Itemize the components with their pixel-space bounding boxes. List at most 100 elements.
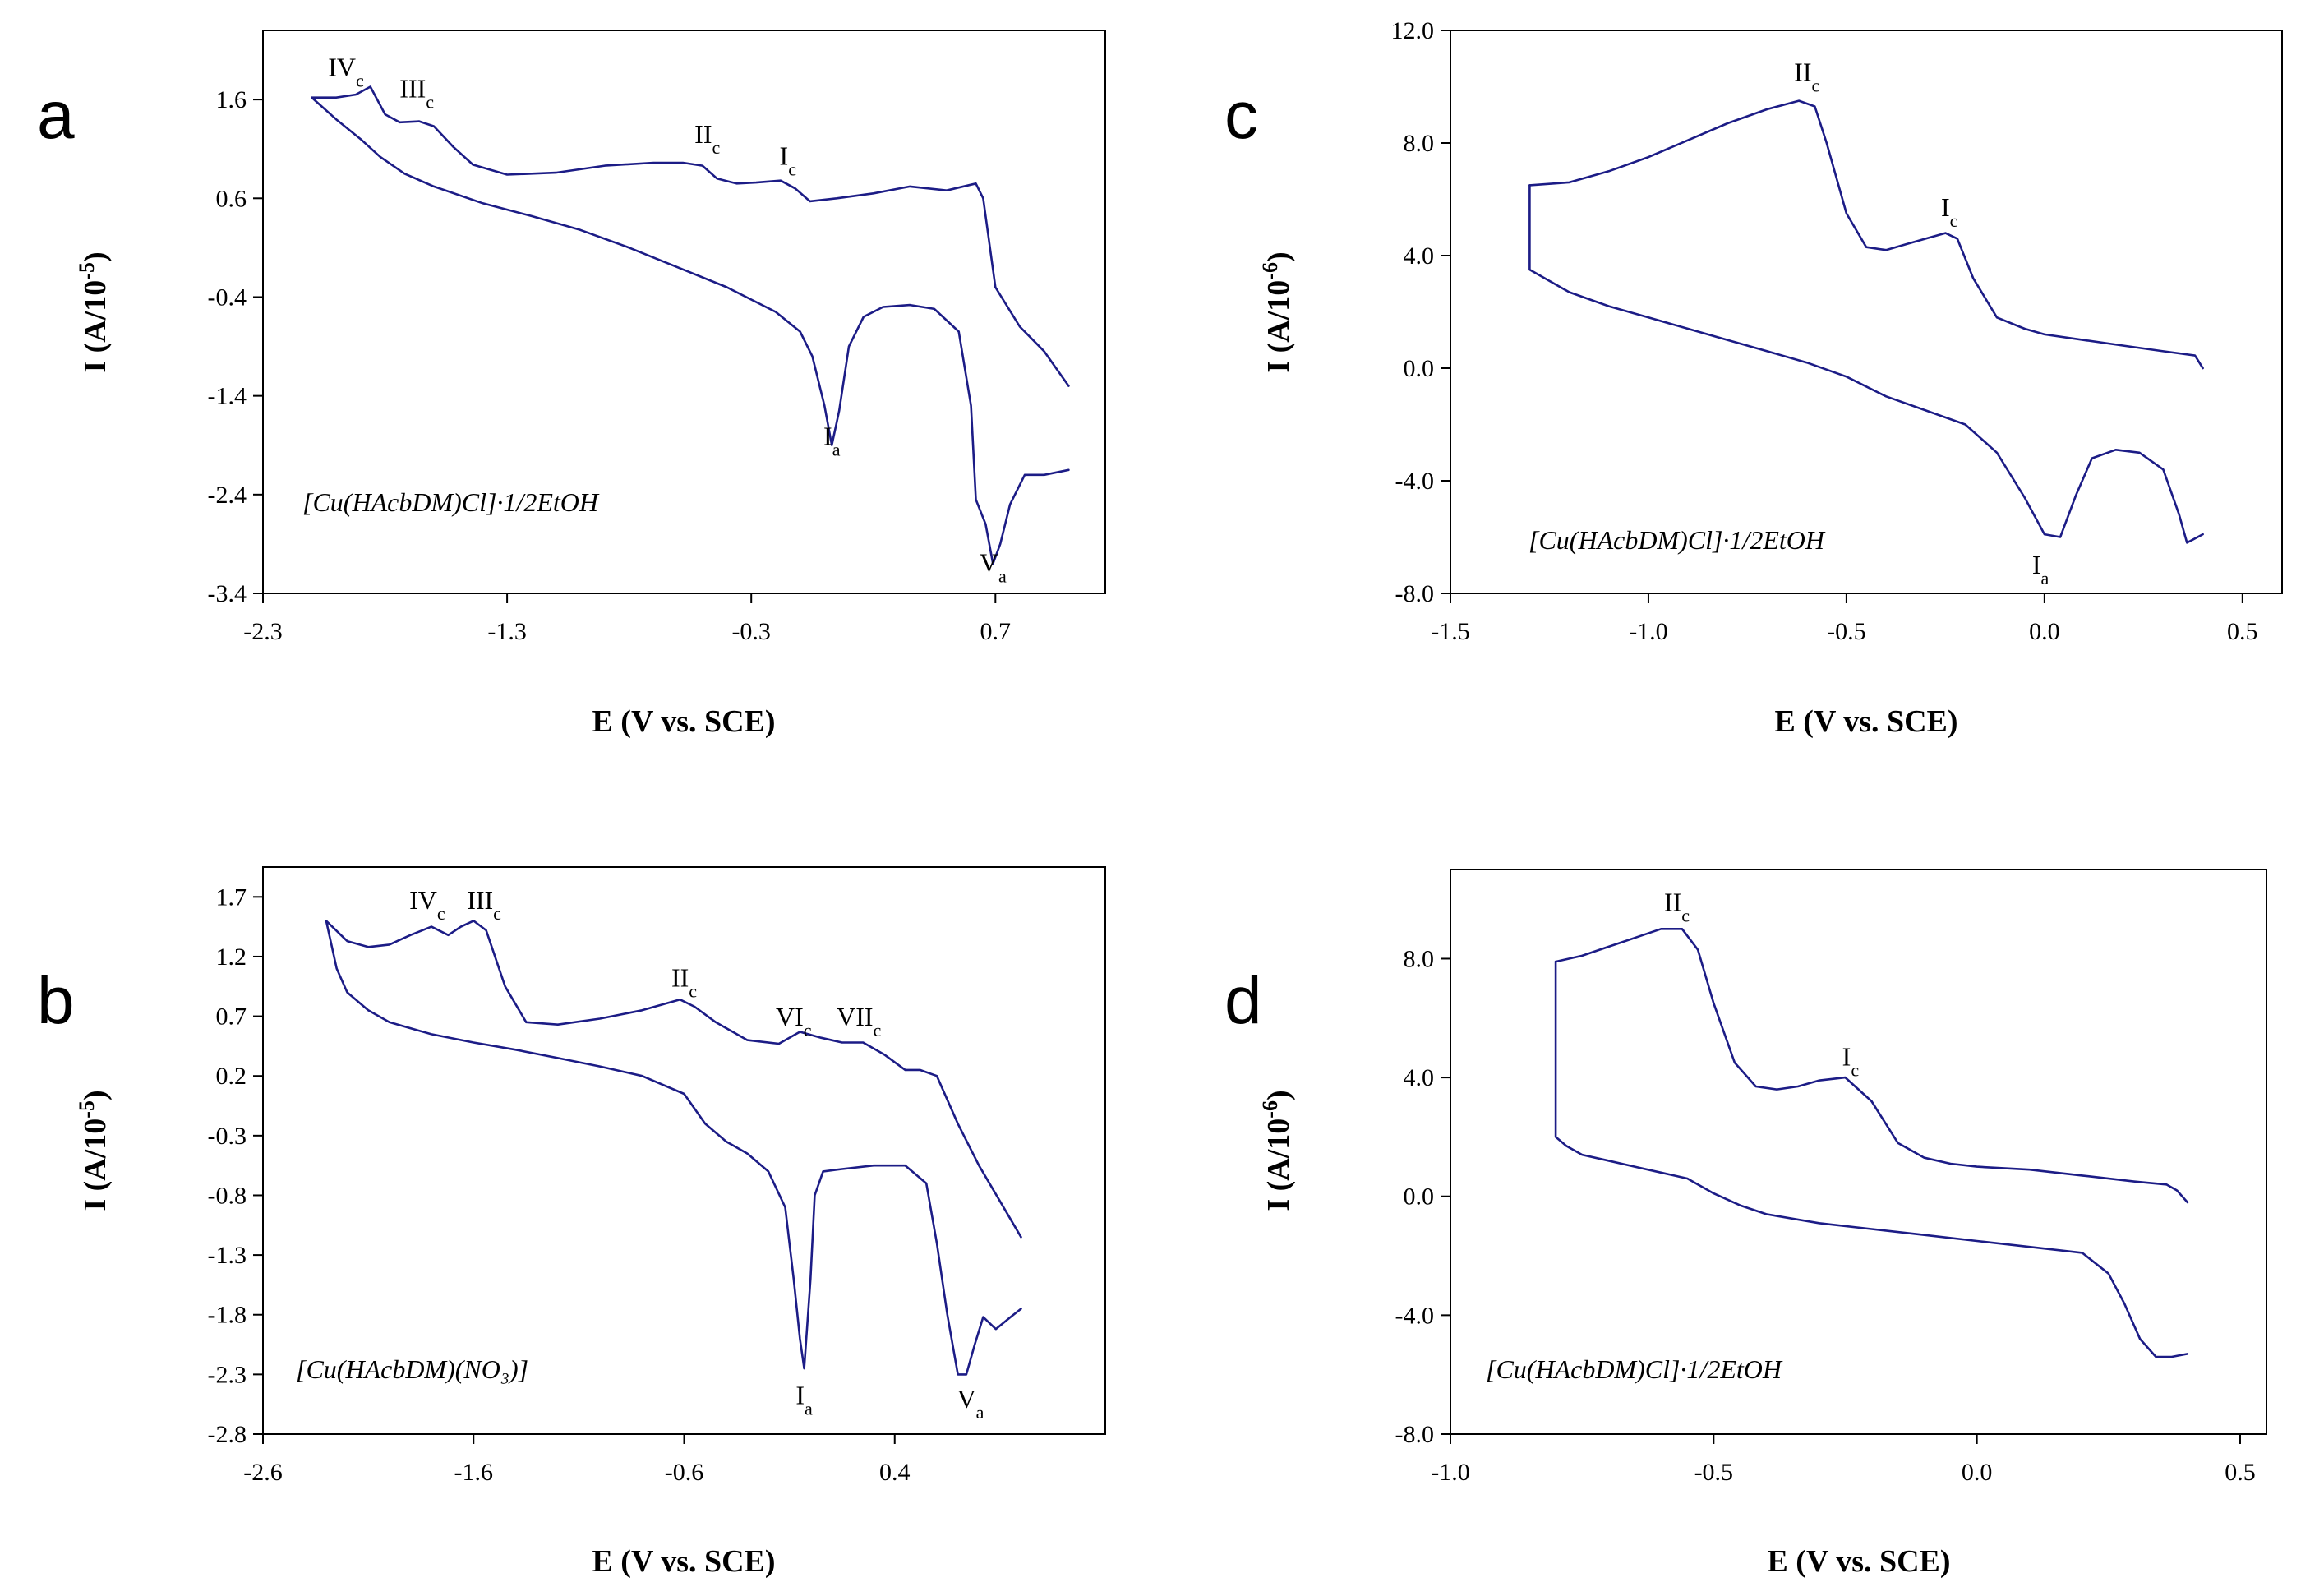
y-axis-title-main-b: I (A/10 xyxy=(78,1119,113,1211)
cv-curve-a-reverse xyxy=(311,96,1070,565)
compound-label-a: [Cu(HAcbDM)Cl]·1/2EtOH xyxy=(302,487,600,517)
peak-label-c-1: Ic xyxy=(1941,192,1958,231)
cv-curve-b-reverse xyxy=(325,920,1022,1376)
panel-letter-b: b xyxy=(37,963,75,1038)
y-tick-label-d-2: 0.0 xyxy=(1404,1183,1435,1211)
peak-label-b-6: Va xyxy=(957,1384,984,1423)
x-axis-title-a: E (V vs. SCE) xyxy=(592,704,775,739)
peak-label-b-3: VIc xyxy=(776,1002,812,1040)
cv-curve-b-forward xyxy=(325,920,1022,1239)
peak-label-a-3: Ic xyxy=(780,141,797,179)
panel-c: c -1.5 -1.0 -0.5 0.0 0.5 12.0 8.0 4.0 0.0 -4.0 -8.… xyxy=(1224,17,2283,739)
x-tick-label-a-2: -0.3 xyxy=(731,618,771,645)
peak-label-group-c: IIc Ic Ia xyxy=(1794,58,2049,588)
y-tick-label-a-3: -1.4 xyxy=(208,383,247,410)
y-axis-title-exp-c: -6 xyxy=(1258,262,1282,280)
compound-label-d: [Cu(HAcbDM)Cl]·1/2EtOH xyxy=(1486,1354,1783,1384)
y-tick-label-b-4: -0.3 xyxy=(208,1123,247,1150)
y-tick-label-a-4: -2.4 xyxy=(208,482,247,509)
cv-curve-c-reverse xyxy=(1528,184,2204,544)
x-tick-label-c-0: -1.5 xyxy=(1431,618,1470,645)
peak-label-b-1: IIIc xyxy=(467,885,501,924)
y-tick-label-c-1: 8.0 xyxy=(1404,130,1435,157)
x-tick-label-a-1: -1.3 xyxy=(487,618,527,645)
cv-curve-d-forward xyxy=(1554,928,2189,1204)
y-tick-label-b-3: 0.2 xyxy=(216,1063,247,1090)
y-tick-label-d-0: 8.0 xyxy=(1404,945,1435,972)
peak-label-b-2: IIc xyxy=(671,962,697,1001)
x-tick-label-d-0: -1.0 xyxy=(1431,1459,1470,1486)
y-axis-title-main-c: I (A/10 xyxy=(1261,280,1296,373)
x-tick-label-b-3: 0.4 xyxy=(879,1459,911,1486)
y-axis-title-b: I (A/10-5) xyxy=(75,1090,113,1211)
peak-label-d-0: IIc xyxy=(1664,888,1690,926)
tick-group-a: -2.3 -1.3 -0.3 0.7 1.6 0.6 -0.4 -1.4 -2.4 -3.4 xyxy=(208,86,1012,645)
peak-label-a-1: IIIc xyxy=(399,74,434,113)
peak-label-a-4: Ia xyxy=(823,422,841,460)
x-tick-label-c-2: -0.5 xyxy=(1827,618,1866,645)
y-tick-label-a-2: -0.4 xyxy=(208,284,247,311)
y-tick-label-b-2: 0.7 xyxy=(216,1003,247,1031)
compound-label-b: [Cu(HAcbDM)(NO₃)] xyxy=(296,1354,528,1384)
peak-label-b-4: VIIc xyxy=(837,1002,881,1040)
cv-curve-a-forward xyxy=(311,85,1070,387)
x-axis-title-b: E (V vs. SCE) xyxy=(592,1544,775,1579)
cv-curve-c-forward xyxy=(1528,99,2204,370)
x-tick-label-b-2: -0.6 xyxy=(665,1459,704,1486)
peak-label-group-a: IVc IIIc IIc Ic Ia Va xyxy=(328,52,1007,586)
peak-label-a-5: Va xyxy=(980,548,1007,587)
tick-group-c: -1.5 -1.0 -0.5 0.0 0.5 12.0 8.0 4.0 0.0 -4.0 -8.0 xyxy=(1391,17,2258,645)
x-tick-label-d-2: 0.0 xyxy=(1962,1459,1993,1486)
y-axis-title-d: I (A/10-6) xyxy=(1258,1090,1297,1211)
x-tick-label-b-0: -2.6 xyxy=(243,1459,283,1486)
panel-d: d -1.0 -0.5 0.0 0.58.04.00.0-4.0-8.0 IIcIc … xyxy=(1224,869,2267,1579)
x-tick-label-b-1: -1.6 xyxy=(454,1459,494,1486)
y-tick-label-d-1: 4.0 xyxy=(1404,1064,1435,1091)
y-tick-label-a-1: 0.6 xyxy=(216,185,247,212)
y-axis-title-close-c: ) xyxy=(1261,251,1296,262)
tick-group-d: -1.0 -0.5 0.0 0.5 8.0 4.0 0.0 -4.0 -8.0 xyxy=(1395,945,2256,1486)
y-tick-label-c-2: 4.0 xyxy=(1404,242,1435,270)
y-tick-label-a-5: -3.4 xyxy=(208,580,247,607)
x-tick-label-c-1: -1.0 xyxy=(1629,618,1668,645)
cv-curve-d-reverse xyxy=(1554,960,2189,1358)
x-tick-label-a-3: 0.7 xyxy=(980,618,1012,645)
panel-letter-d: d xyxy=(1224,963,1262,1038)
y-axis-title-close-d: ) xyxy=(1261,1090,1296,1100)
plot-frame-b xyxy=(262,866,1106,1435)
panel-a: a -2.3 -1.3 -0.3 0.71.60.6-0.4-1.4-2.4-3.4 … xyxy=(37,30,1106,739)
peak-label-c-0: IIc xyxy=(1794,58,1819,96)
y-axis-title-exp-d: -6 xyxy=(1258,1100,1282,1119)
y-axis-title-close-b: ) xyxy=(78,1090,113,1100)
peak-label-group-d: IIc Ic xyxy=(1664,888,1859,1081)
peak-label-a-2: IIc xyxy=(694,119,720,158)
x-tick-label-a-0: -2.3 xyxy=(243,618,283,645)
y-tick-label-d-4: -8.0 xyxy=(1395,1421,1435,1448)
panel-b: b -2.6 -1.6 -0.6 0.4 1.7 1.2 0.7 0.2 -0.3 -0.8 -1.… xyxy=(37,866,1106,1579)
y-tick-label-b-5: -0.8 xyxy=(208,1182,247,1209)
plot-frame-c xyxy=(1450,30,2283,594)
y-axis-title-c: I (A/10-6) xyxy=(1258,251,1297,372)
y-tick-label-b-1: 1.2 xyxy=(216,943,247,971)
plot-frame-a xyxy=(262,30,1106,594)
curve-group-d xyxy=(1554,928,2189,1358)
y-tick-label-d-3: -4.0 xyxy=(1395,1302,1435,1329)
y-tick-label-b-9: -2.8 xyxy=(208,1421,247,1448)
y-axis-title-exp-a: -5 xyxy=(75,262,99,280)
y-tick-label-b-7: -1.8 xyxy=(208,1302,247,1329)
y-tick-label-b-0: 1.7 xyxy=(216,883,247,911)
compound-label-c: [Cu(HAcbDM)Cl]·1/2EtOH xyxy=(1528,525,1826,555)
y-tick-label-b-8: -2.3 xyxy=(208,1361,247,1388)
x-axis-title-d: E (V vs. SCE) xyxy=(1767,1544,1950,1579)
peak-label-c-2: Ia xyxy=(2032,550,2049,588)
curve-group-b xyxy=(325,920,1022,1376)
panel-letter-c: c xyxy=(1224,78,1258,153)
y-tick-label-a-0: 1.6 xyxy=(216,86,247,113)
y-axis-title-main-a: I (A/10 xyxy=(78,280,113,373)
plot-frame-d xyxy=(1450,869,2267,1435)
peak-label-group-b: IVc IIIc IIc VIc VIIc Ia Va xyxy=(409,885,984,1423)
peak-label-d-1: Ic xyxy=(1842,1042,1860,1081)
x-tick-label-c-3: 0.0 xyxy=(2029,618,2060,645)
y-axis-title-exp-b: -5 xyxy=(75,1100,99,1119)
